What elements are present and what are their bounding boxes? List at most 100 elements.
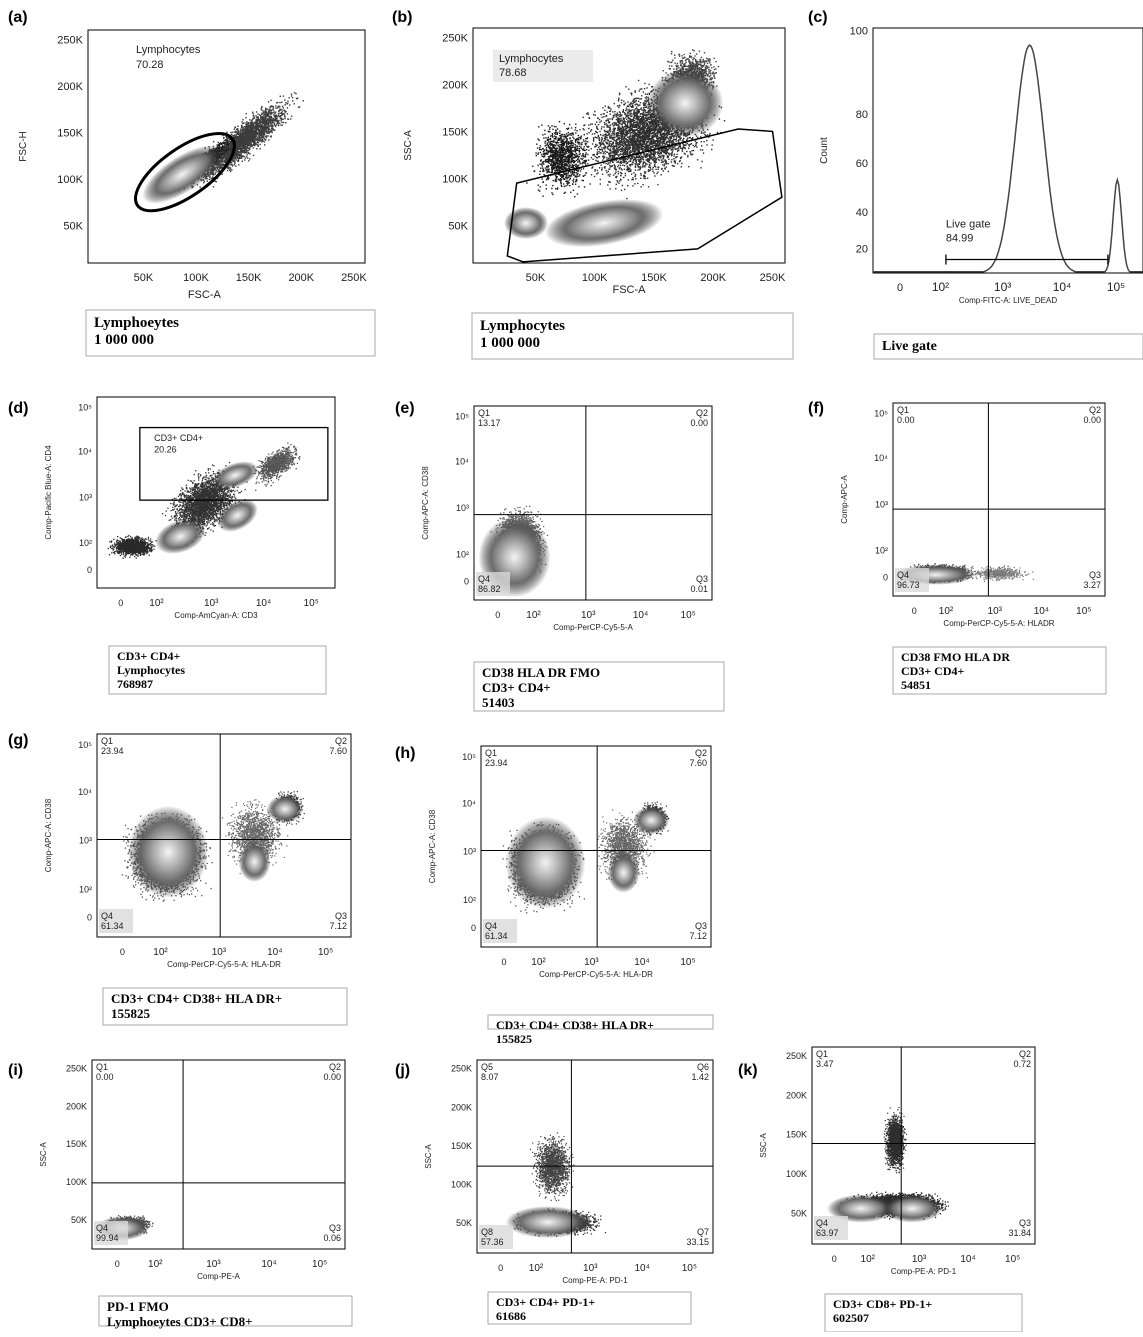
quadrant-value: 8.07 [481, 1072, 499, 1082]
x-tick-label: 10⁴ [960, 1254, 975, 1265]
panel-letter: (j) [395, 1062, 410, 1079]
quadrant-name: Q2 [695, 748, 707, 758]
y-tick-label: 100K [57, 174, 83, 186]
y-tick-label: 10³ [875, 499, 888, 509]
quadrant-value: 31.84 [1008, 1228, 1031, 1238]
density-hotspot [505, 817, 585, 909]
y-axis-title: Comp-APC-A [840, 475, 849, 524]
x-tick-label: 10² [526, 610, 541, 621]
y-tick-label: 10⁴ [874, 453, 888, 463]
quadrant-name: Q4 [897, 570, 909, 580]
x-tick-label: 50K [134, 272, 154, 284]
y-tick-label: 0 [883, 573, 888, 583]
density-hotspot [608, 853, 640, 893]
x-tick-label: 0 [912, 606, 917, 616]
panel-letter: (a) [8, 9, 28, 26]
y-tick-label: 0 [87, 565, 92, 575]
x-axis-title: Comp-PerCP-Cy5-5-A: HLADR [943, 619, 1054, 628]
quadrant-name: Q4 [816, 1218, 828, 1228]
x-tick-label: 10³ [212, 947, 227, 958]
quadrant-value: 0.00 [96, 1072, 114, 1082]
x-tick-label: 150K [236, 272, 262, 284]
density-hotspot [647, 69, 723, 137]
x-tick-label: 100K [582, 272, 608, 284]
x-tick-label: 10² [531, 957, 546, 968]
quadrant-name: Q3 [335, 911, 347, 921]
y-tick-label: 10² [875, 546, 888, 556]
quadrant-value: 0.06 [323, 1233, 341, 1243]
x-tick-label: 10⁴ [1034, 606, 1049, 617]
quadrant-name: Q3 [329, 1223, 341, 1233]
y-tick-label: 0 [87, 913, 92, 923]
y-tick-label: 10² [456, 549, 469, 559]
x-tick-label: 10⁵ [1076, 606, 1091, 617]
caption-line: 1 000 000 [94, 332, 154, 348]
x-tick-label: 0 [498, 1263, 503, 1273]
y-tick-label: 50K [448, 220, 468, 232]
x-tick-label: 10⁵ [312, 1259, 327, 1270]
caption-line: Lymphocytes [117, 663, 185, 677]
y-tick-label: 250K [57, 34, 83, 46]
y-tick-label: 10³ [463, 847, 476, 857]
gate-label: Live gate [946, 219, 991, 231]
y-tick-label: 100K [786, 1169, 807, 1179]
quadrant-name: Q1 [96, 1062, 108, 1072]
panel-letter: (d) [8, 400, 28, 417]
y-tick-label: 10⁵ [874, 409, 888, 419]
y-axis-title: Count [819, 137, 830, 164]
y-axis-title: Comp-Pacific Blue-A: CD4 [44, 445, 53, 540]
y-tick-label: 150K [451, 1141, 472, 1151]
density-hotspot [506, 1206, 590, 1238]
quadrant-value: 61.34 [485, 931, 508, 941]
quadrant-value: 0.01 [690, 584, 708, 594]
y-axis-title: SSC-A [403, 130, 414, 161]
x-tick-label: 10⁴ [256, 598, 271, 609]
quadrant-name: Q7 [697, 1227, 709, 1237]
caption-line: CD3+ CD4+ CD38+ HLA DR+ [496, 1018, 654, 1032]
gate-label: CD3+ CD4+ [154, 433, 203, 443]
quadrant-value: 33.15 [686, 1237, 709, 1247]
quadrant-value: 63.97 [816, 1228, 839, 1238]
x-axis-title: Comp-AmCyan-A: CD3 [174, 611, 258, 620]
x-tick-label: 10⁴ [634, 957, 649, 968]
quadrant-value: 7.12 [689, 931, 707, 941]
panel-letter: (h) [395, 745, 415, 762]
quadrant-name: Q3 [1089, 570, 1101, 580]
quadrant-value: 3.27 [1083, 580, 1101, 590]
y-tick-label: 150K [57, 128, 83, 140]
x-tick-label: 0 [495, 610, 500, 620]
caption-line: Lymphoeytes [94, 315, 179, 331]
x-tick-label: 100K [183, 272, 209, 284]
quadrant-value: 3.47 [816, 1059, 834, 1069]
quadrant-value: 7.60 [329, 746, 347, 756]
quadrant-name: Q4 [485, 921, 497, 931]
x-axis-title: FSC-A [188, 289, 222, 301]
y-tick-label: 200K [786, 1090, 807, 1100]
quadrant-value: 0.00 [1083, 415, 1101, 425]
caption-line: 61686 [496, 1309, 526, 1323]
caption-line: Lymphocytes [480, 318, 565, 334]
x-axis-title: Comp-PE-A [197, 1272, 240, 1281]
x-tick-label: 10⁴ [267, 947, 282, 958]
caption-line: PD-1 FMO [107, 1299, 169, 1314]
quadrant-name: Q1 [101, 736, 113, 746]
quadrant-value: 96.73 [897, 580, 920, 590]
x-tick-label: 200K [700, 272, 726, 284]
x-tick-label: 10³ [206, 1259, 221, 1270]
y-tick-label: 250K [451, 1064, 472, 1074]
y-tick-label: 100K [66, 1177, 87, 1187]
y-tick-label: 80 [856, 109, 868, 121]
y-tick-label: 10⁴ [78, 446, 92, 456]
quadrant-value: 23.94 [101, 746, 124, 756]
x-tick-label: 10⁴ [633, 610, 648, 621]
quadrant-value: 13.17 [478, 418, 501, 428]
gate-value: 84.99 [946, 233, 974, 245]
x-tick-label: 10² [861, 1254, 876, 1265]
y-tick-label: 10³ [456, 503, 469, 513]
y-tick-label: 10⁴ [455, 456, 469, 466]
quadrant-value: 1.42 [691, 1072, 709, 1082]
